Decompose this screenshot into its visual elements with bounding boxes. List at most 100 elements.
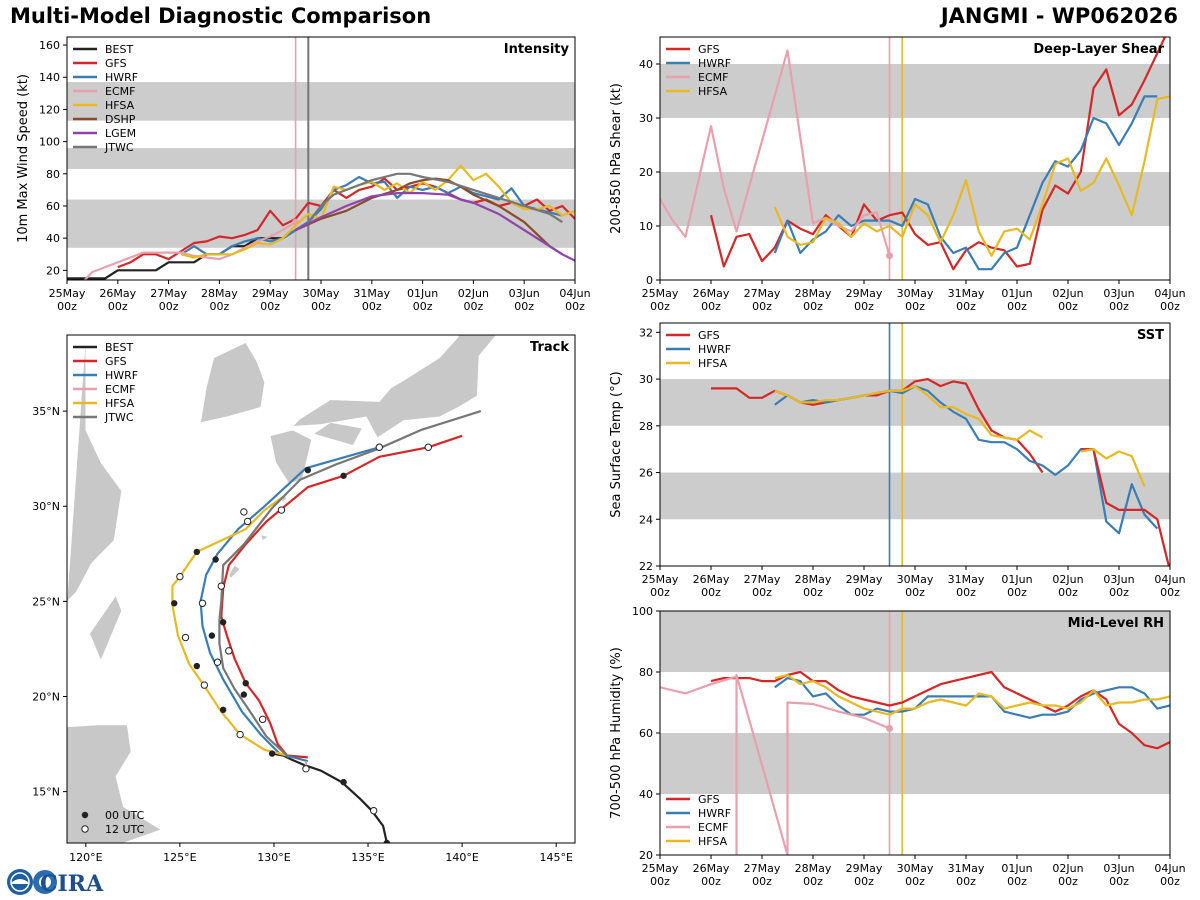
land-mass bbox=[67, 335, 122, 602]
marker-12utc bbox=[375, 443, 384, 451]
sst-xtick-label: 03Jun bbox=[1103, 573, 1134, 586]
track-xtick-label: 120°E bbox=[69, 851, 102, 864]
sst-axes-frame bbox=[659, 322, 1171, 567]
intensity-xtick-label: 28May bbox=[201, 287, 238, 300]
sst-xtick-label: 00z bbox=[1058, 586, 1078, 599]
rh-xtick-label: 25May bbox=[642, 862, 679, 875]
track-ytick-label: 20°N bbox=[32, 690, 60, 703]
track-legend-label: JTWC bbox=[104, 411, 134, 424]
shear-legend-label: ECMF bbox=[698, 71, 728, 84]
sst-xtick-label: 00z bbox=[1109, 586, 1129, 599]
marker-12utc bbox=[225, 647, 233, 655]
shear-ylabel: 200-850 hPa Shear (kt) bbox=[609, 83, 624, 234]
shear-xtick-label: 30May bbox=[897, 287, 934, 300]
rh-panel: 25May00z26May00z27May00z28May00z29May00z… bbox=[609, 605, 1186, 888]
rh-legend-label: ECMF bbox=[698, 821, 728, 834]
sst-xtick-label: 27May bbox=[744, 573, 781, 586]
shear-xtick-label: 00z bbox=[1058, 300, 1078, 313]
intensity-ytick-label: 80 bbox=[46, 168, 60, 181]
track-legend-label: BEST bbox=[105, 341, 133, 354]
rh-xtick-label: 04Jun bbox=[1154, 862, 1185, 875]
land-mass bbox=[292, 335, 497, 439]
sst-xtick-label: 04Jun bbox=[1154, 573, 1185, 586]
intensity-legend-label: DSHP bbox=[105, 113, 136, 126]
sst-xtick-label: 01Jun bbox=[1001, 573, 1032, 586]
sst-xtick-label: 25May bbox=[642, 573, 679, 586]
intensity-panel: 25May00z26May00z27May00z28May00z29May00z… bbox=[16, 36, 591, 313]
intensity-plot-area bbox=[67, 37, 575, 280]
shear-ytick-label: 30 bbox=[639, 112, 653, 125]
shear-ytick-label: 0 bbox=[646, 274, 653, 287]
rh-band bbox=[660, 611, 1170, 672]
land-mass bbox=[67, 724, 162, 843]
sst-ytick-label: 22 bbox=[639, 560, 653, 573]
page-title: Multi-Model Diagnostic Comparison bbox=[10, 4, 432, 28]
shear-xtick-label: 04Jun bbox=[1154, 287, 1185, 300]
rh-xtick-label: 27May bbox=[744, 862, 781, 875]
rh-xtick-label: 31May bbox=[948, 862, 985, 875]
intensity-xtick-label: 01Jun bbox=[407, 287, 438, 300]
shear-xtick-label: 00z bbox=[752, 300, 772, 313]
shear-legend-label: HFSA bbox=[698, 85, 728, 98]
intensity-xtick-label: 26May bbox=[99, 287, 136, 300]
rh-series-hfsa bbox=[774, 673, 1170, 716]
intensity-band bbox=[67, 148, 575, 169]
shear-series-hwrf bbox=[773, 95, 1158, 271]
marker-00utc bbox=[383, 839, 391, 843]
shear-xtick-label: 25May bbox=[642, 287, 679, 300]
shear-plot-area bbox=[660, 37, 1170, 280]
shear-xtick-label: 03Jun bbox=[1103, 287, 1134, 300]
track-xtick-label: 125°E bbox=[163, 851, 196, 864]
marker-12utc bbox=[424, 443, 432, 451]
shear-xtick-label: 27May bbox=[744, 287, 781, 300]
shear-legend-label: GFS bbox=[698, 43, 720, 56]
sst-ytick-label: 30 bbox=[639, 373, 653, 386]
track-panel-title: Track bbox=[530, 340, 569, 355]
intensity-series-lgem bbox=[295, 192, 575, 262]
marker-00utc bbox=[240, 691, 248, 698]
rh-xtick-label: 00z bbox=[854, 875, 874, 888]
intensity-legend-label: LGEM bbox=[105, 127, 136, 140]
intensity-series-ecmf bbox=[84, 221, 297, 280]
marker-12utc bbox=[200, 681, 209, 689]
shear-panel: 25May00z26May00z27May00z28May00z29May00z… bbox=[609, 36, 1186, 313]
rh-ytick-label: 60 bbox=[639, 727, 653, 740]
sst-xtick-label: 00z bbox=[905, 586, 925, 599]
track-legend-label: ECMF bbox=[105, 383, 135, 396]
track-ytick-label: 35°N bbox=[32, 405, 60, 418]
intensity-legend-label: JTWC bbox=[104, 141, 134, 154]
shear-legend-label: HWRF bbox=[698, 57, 731, 70]
intensity-legend-label: GFS bbox=[105, 57, 127, 70]
sst-xtick-label: 00z bbox=[956, 586, 976, 599]
shear-xtick-label: 31May bbox=[948, 287, 985, 300]
land-mass bbox=[89, 595, 122, 662]
marker-00utc bbox=[268, 750, 276, 757]
sst-ytick-label: 32 bbox=[639, 326, 653, 339]
marker-12utc bbox=[198, 599, 207, 607]
shear-xtick-label: 00z bbox=[905, 300, 925, 313]
marker-00utc bbox=[242, 679, 249, 687]
rh-xtick-label: 00z bbox=[1007, 875, 1027, 888]
rh-plot-area bbox=[660, 611, 1170, 855]
rh-ylabel: 700-500 hPa Humidity (%) bbox=[609, 647, 624, 819]
intensity-series-hwrf bbox=[180, 175, 563, 256]
intensity-xtick-label: 31May bbox=[353, 287, 390, 300]
shear-series-hfsa bbox=[773, 95, 1170, 257]
track-axes-frame bbox=[66, 334, 576, 844]
rh-xtick-label: 29May bbox=[846, 862, 883, 875]
sst-xtick-label: 29May bbox=[846, 573, 883, 586]
shear-xtick-label: 00z bbox=[854, 300, 874, 313]
sst-legend-label: HWRF bbox=[698, 343, 731, 356]
marker-12utc bbox=[302, 765, 310, 773]
rh-xtick-label: 00z bbox=[905, 875, 925, 888]
land-mass bbox=[312, 422, 363, 446]
intensity-xtick-label: 00z bbox=[565, 300, 585, 313]
marker-12utc bbox=[277, 506, 286, 514]
shear-band bbox=[660, 64, 1170, 118]
rh-band bbox=[660, 733, 1170, 794]
track-series-hwrf bbox=[199, 446, 380, 763]
intensity-xtick-label: 00z bbox=[311, 300, 331, 313]
track-plot-area bbox=[67, 335, 575, 843]
marker-00utc bbox=[340, 778, 347, 786]
legend-marker-00utc bbox=[81, 811, 89, 819]
